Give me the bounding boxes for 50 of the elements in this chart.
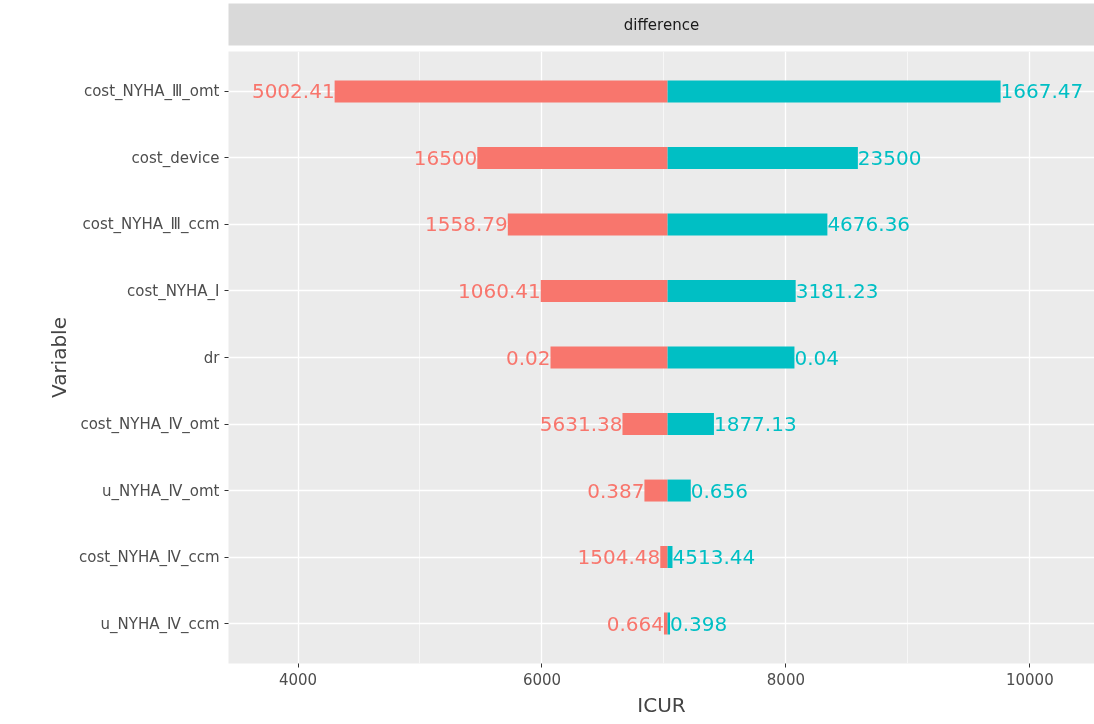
bar	[667, 346, 795, 369]
annotation: 0.387	[587, 478, 645, 503]
chart-title: difference	[623, 15, 700, 34]
y-tick-label: cost_NYHA_Ⅳ_ccm	[79, 548, 220, 568]
annotation: 0.664	[606, 611, 664, 636]
x-tick-label: 6000	[522, 670, 562, 689]
annotation: 4676.36	[827, 212, 911, 237]
annotation: 1667.47	[1000, 79, 1084, 104]
annotation: 16500	[413, 145, 478, 170]
bar	[667, 413, 714, 435]
bar	[667, 146, 858, 169]
bar	[667, 280, 796, 302]
annotation: 0.04	[794, 345, 839, 370]
y-axis-title: Variable	[47, 317, 72, 398]
annotation: 5631.38	[539, 412, 623, 437]
annotation: 1877.13	[713, 412, 797, 437]
y-tick-label: u_NYHA_Ⅳ_omt	[102, 481, 220, 501]
y-tick-label: dr	[203, 348, 221, 367]
x-tick-label: 10000	[1006, 670, 1054, 689]
annotation: 23500	[857, 145, 922, 170]
bar	[660, 546, 668, 569]
annotation: 0.02	[505, 345, 551, 370]
bar	[334, 80, 668, 103]
y-tick-label: u_NYHA_Ⅳ_ccm	[100, 614, 220, 634]
y-tick-label: cost_NYHA_Ⅲ_ccm	[82, 215, 220, 235]
bar	[667, 479, 691, 502]
annotation: 0.398	[670, 611, 728, 636]
x-tick-label: 8000	[766, 670, 806, 689]
annotation: 4513.44	[672, 545, 756, 570]
annotation: 3181.23	[795, 278, 879, 303]
bar	[667, 213, 828, 236]
y-tick-label: cost_NYHA_Ⅲ_omt	[83, 82, 220, 102]
bar	[507, 213, 668, 236]
bar	[477, 146, 668, 169]
y-tick-label: cost_NYHA_Ⅳ_omt	[80, 415, 220, 435]
bar	[663, 612, 668, 635]
bar	[644, 479, 668, 502]
annotation: 1060.41	[458, 278, 541, 303]
annotation: 0.656	[690, 478, 749, 503]
bar	[540, 280, 668, 302]
x-axis-title: ICUR	[637, 692, 686, 717]
y-tick-label: cost_device	[131, 148, 220, 168]
bar	[622, 413, 668, 435]
y-tick-label: cost_NYHA_I	[127, 281, 220, 301]
annotation: 1504.48	[577, 545, 661, 570]
x-tick-label: 4000	[278, 670, 318, 689]
annotation: 1558.79	[425, 212, 508, 237]
bar	[550, 346, 668, 369]
annotation: 5002.41	[251, 79, 335, 104]
bar	[667, 80, 1001, 103]
